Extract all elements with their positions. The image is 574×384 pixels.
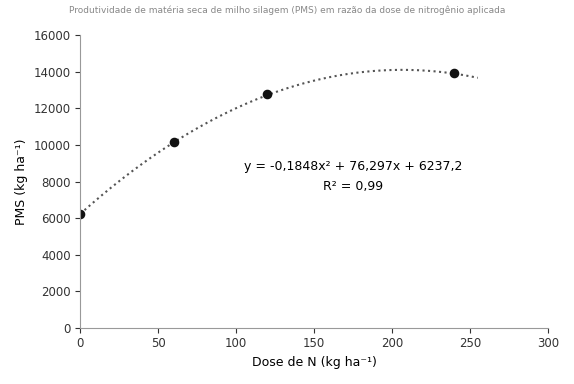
Text: y = -0,1848x² + 76,297x + 6237,2: y = -0,1848x² + 76,297x + 6237,2	[244, 161, 462, 174]
Y-axis label: PMS (kg ha⁻¹): PMS (kg ha⁻¹)	[15, 138, 28, 225]
Text: Produtividade de matéria seca de milho silagem (PMS) em razão da dose de nitrogê: Produtividade de matéria seca de milho s…	[69, 6, 505, 15]
X-axis label: Dose de N (kg ha⁻¹): Dose de N (kg ha⁻¹)	[252, 356, 377, 369]
Point	[263, 91, 272, 97]
Point	[169, 139, 179, 146]
Point	[450, 70, 459, 76]
Text: R² = 0,99: R² = 0,99	[323, 180, 383, 193]
Point	[76, 211, 85, 217]
